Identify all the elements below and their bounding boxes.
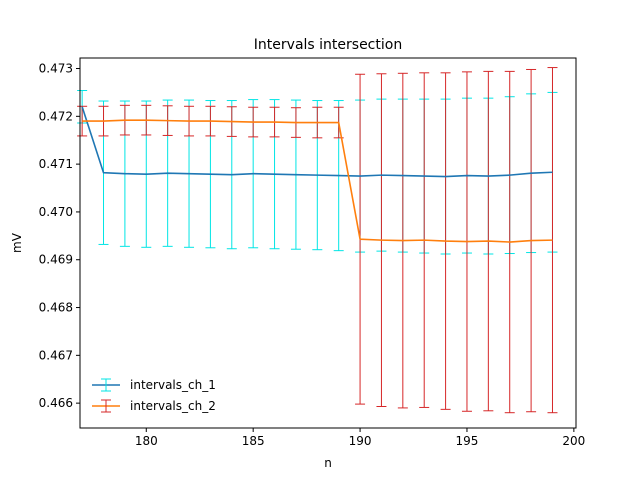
- plot-frame: [79, 57, 577, 429]
- y-axis-ticks: 0.466 0.467 0.468 0.469 0.470 0.471 0.472 0.473: [39, 62, 80, 410]
- legend-item-ch1: intervals_ch_1: [92, 378, 216, 392]
- y-tick-label: 0.469: [39, 253, 73, 267]
- chart-title: Intervals intersection: [254, 37, 402, 53]
- x-axis-label: n: [324, 456, 332, 470]
- legend-item-ch2: intervals_ch_2: [92, 399, 216, 413]
- error-bar-2: [547, 67, 558, 414]
- x-axis-ticks: 180 185 190 195 200: [135, 428, 585, 448]
- series-lines: [81, 106, 553, 243]
- y-tick-label: 0.472: [39, 109, 73, 123]
- y-tick-label: 0.471: [39, 157, 73, 171]
- x-tick-label: 190: [349, 434, 372, 448]
- x-tick-label: 200: [562, 434, 585, 448]
- legend-label-ch1: intervals_ch_1: [130, 378, 216, 392]
- series-line-1: [81, 106, 553, 178]
- x-tick-label: 180: [135, 434, 158, 448]
- plot-area: [80, 58, 576, 428]
- y-tick-label: 0.473: [39, 62, 73, 76]
- x-tick-label: 185: [242, 434, 265, 448]
- legend: intervals_ch_1 intervals_ch_2: [92, 378, 216, 413]
- y-tick-label: 0.470: [39, 205, 73, 219]
- legend-label-ch2: intervals_ch_2: [130, 399, 216, 413]
- y-axis-label: mV: [10, 232, 24, 253]
- axes: [79, 57, 577, 429]
- y-tick-label: 0.467: [39, 348, 73, 362]
- y-tick-label: 0.468: [39, 301, 73, 315]
- series-line-2: [82, 119, 553, 243]
- x-tick-label: 195: [456, 434, 479, 448]
- y-tick-label: 0.466: [39, 396, 73, 410]
- error-bar-2: [77, 105, 88, 137]
